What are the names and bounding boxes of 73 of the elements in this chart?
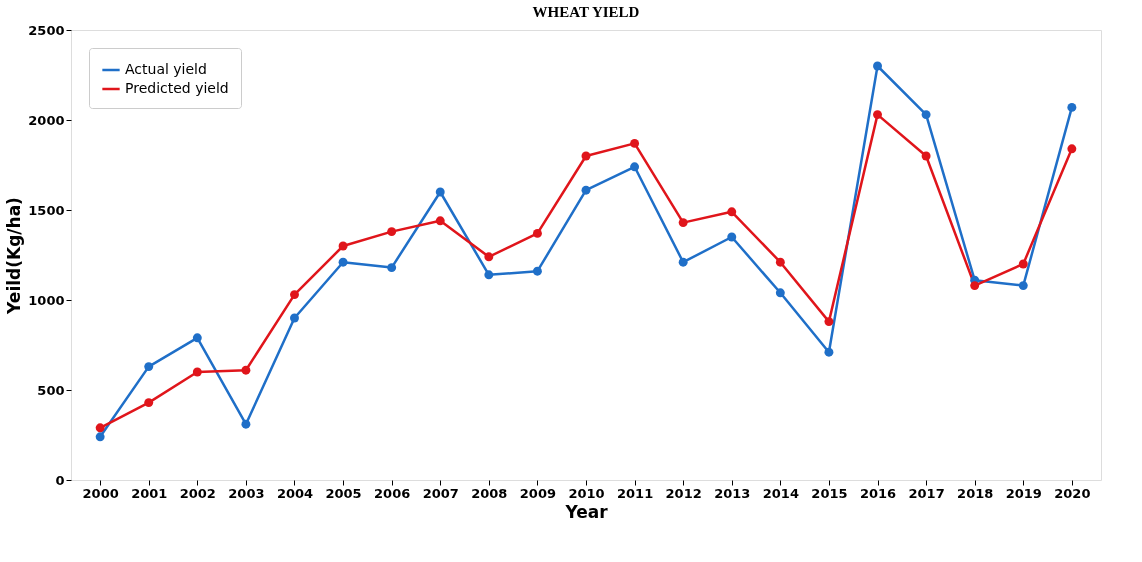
legend-label: Actual yield: [125, 61, 207, 77]
x-tick-label: 2011: [616, 485, 654, 501]
point: [95, 432, 105, 442]
point: [775, 257, 785, 267]
x-tick-label: 2000: [82, 485, 119, 501]
x-tick-label: 2012: [665, 485, 702, 501]
x-tick-label: 2002: [179, 485, 216, 501]
point: [921, 151, 931, 161]
x-tick-label: 2006: [374, 485, 411, 501]
point: [192, 333, 202, 343]
point: [873, 110, 882, 120]
point: [387, 263, 397, 273]
x-tick-label: 2003: [228, 485, 265, 501]
point: [95, 423, 105, 433]
y-tick-label: 500: [37, 382, 65, 398]
point: [290, 290, 299, 300]
point: [338, 241, 348, 251]
point: [678, 257, 688, 267]
x-tick-label: 2019: [1005, 485, 1042, 501]
x-axis-title: Year: [564, 501, 609, 522]
point: [144, 362, 154, 372]
x-tick-label: 2017: [908, 485, 945, 501]
point: [387, 227, 397, 237]
point: [1018, 281, 1028, 291]
point: [727, 207, 737, 217]
point: [484, 270, 494, 280]
point: [290, 313, 299, 323]
point: [338, 257, 348, 267]
x-tick-label: 2001: [131, 485, 168, 501]
point: [970, 281, 980, 291]
point: [435, 216, 445, 226]
point: [727, 232, 737, 242]
x-tick-label: 2014: [762, 485, 799, 501]
point: [532, 228, 542, 238]
x-tick-label: 2008: [471, 485, 508, 501]
point: [873, 61, 882, 71]
x-tick-label: 2005: [325, 485, 362, 501]
y-tick-label: 2500: [28, 22, 65, 38]
point: [532, 266, 542, 276]
point: [581, 185, 591, 195]
legend-label: Predicted yield: [125, 80, 229, 96]
point: [630, 162, 640, 172]
point: [775, 288, 785, 298]
point: [241, 365, 251, 375]
x-tick-label: 2013: [714, 485, 751, 501]
point: [824, 317, 834, 327]
point: [1067, 144, 1077, 154]
point: [1067, 102, 1077, 112]
y-tick-label: 1000: [28, 292, 65, 308]
point: [921, 110, 931, 120]
x-tick-label: 2015: [811, 485, 848, 501]
y-tick-label: 0: [55, 472, 65, 488]
x-tick-label: 2009: [519, 485, 557, 501]
point: [1018, 259, 1028, 269]
point: [435, 187, 445, 197]
y-tick-label: 2000: [28, 112, 65, 128]
point: [824, 347, 834, 357]
point: [484, 252, 494, 262]
point: [630, 138, 640, 148]
point: [581, 151, 591, 161]
x-tick-label: 2007: [422, 485, 459, 501]
point: [678, 218, 688, 228]
y-axis-title: Yeild(Kg/ha): [4, 197, 25, 315]
x-tick-label: 2018: [957, 485, 994, 501]
x-tick-label: 2016: [859, 485, 897, 501]
point: [144, 398, 154, 408]
chart-title: WHEAT YIELD: [532, 4, 640, 20]
x-tick-label: 2004: [276, 485, 314, 501]
y-tick-label: 1500: [28, 202, 65, 218]
x-tick-label: 2010: [568, 485, 605, 501]
x-tick-label: 2020: [1054, 485, 1091, 501]
point: [192, 367, 202, 377]
point: [241, 419, 251, 429]
